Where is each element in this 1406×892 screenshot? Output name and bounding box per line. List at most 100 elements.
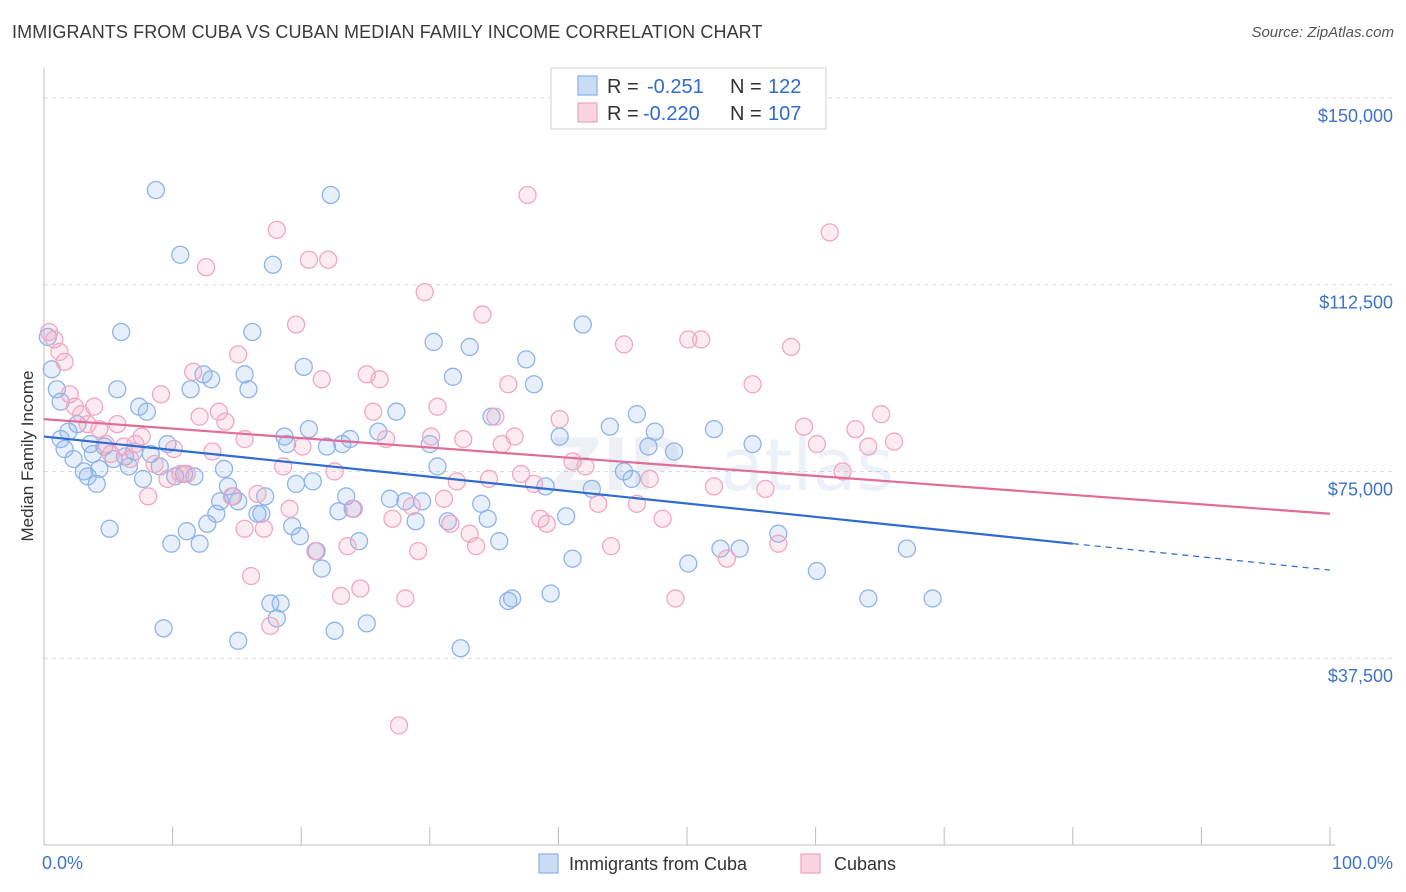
data-point bbox=[412, 492, 432, 511]
data-point bbox=[271, 594, 290, 613]
data-point bbox=[241, 566, 261, 586]
data-point bbox=[769, 534, 788, 553]
data-point bbox=[573, 315, 592, 334]
x-tick-labels: 0.0% 100.0% bbox=[42, 853, 1393, 873]
data-point bbox=[78, 414, 97, 434]
data-point bbox=[267, 609, 286, 628]
data-point bbox=[482, 407, 501, 426]
data-point bbox=[280, 499, 299, 518]
data-point bbox=[218, 477, 238, 496]
data-point bbox=[263, 255, 283, 274]
data-point bbox=[859, 437, 878, 456]
data-point bbox=[239, 380, 258, 399]
legend-r-label-cubans: R = bbox=[607, 103, 639, 125]
data-point bbox=[756, 479, 775, 499]
data-point bbox=[55, 352, 74, 372]
data-point bbox=[90, 459, 109, 479]
data-point bbox=[691, 330, 711, 349]
data-point bbox=[286, 315, 306, 334]
data-point bbox=[389, 716, 409, 735]
data-point bbox=[112, 322, 131, 342]
data-point bbox=[387, 402, 406, 421]
data-point bbox=[68, 414, 87, 434]
data-point bbox=[141, 444, 160, 464]
data-point bbox=[137, 402, 157, 421]
series-legend-swatch-cuba[interactable] bbox=[538, 853, 559, 874]
series-legend-label-cubans[interactable]: Cubans bbox=[834, 854, 896, 874]
legend-r-label-cuba: R = bbox=[607, 76, 639, 98]
data-point bbox=[317, 437, 337, 456]
data-point bbox=[421, 427, 441, 446]
data-point bbox=[704, 419, 724, 439]
data-point bbox=[380, 489, 400, 508]
data-point bbox=[349, 532, 369, 551]
data-point bbox=[730, 539, 749, 558]
data-point bbox=[923, 589, 942, 608]
y-axis-label: Median Family Income bbox=[18, 370, 37, 541]
data-point bbox=[415, 282, 434, 302]
series-points-cubans bbox=[39, 185, 904, 735]
data-point bbox=[319, 250, 338, 269]
data-point bbox=[769, 524, 788, 543]
data-point bbox=[190, 534, 209, 553]
data-point bbox=[254, 519, 274, 538]
data-point bbox=[294, 357, 313, 376]
data-point bbox=[357, 614, 376, 633]
data-point bbox=[229, 345, 248, 364]
data-point bbox=[666, 589, 685, 608]
data-point bbox=[306, 541, 325, 561]
series-points-cuba bbox=[38, 180, 942, 658]
data-point bbox=[589, 494, 608, 513]
data-point bbox=[145, 454, 164, 474]
x-tick-label-start: 0.0% bbox=[42, 853, 83, 873]
data-point bbox=[85, 397, 104, 416]
data-point bbox=[518, 185, 537, 205]
series-legend-label-cuba[interactable]: Immigrants from Cuba bbox=[569, 854, 748, 874]
data-point bbox=[162, 534, 181, 553]
data-point bbox=[203, 442, 222, 461]
data-point bbox=[743, 375, 762, 394]
data-point bbox=[424, 332, 443, 352]
data-point bbox=[340, 429, 360, 449]
trend-line-cuba bbox=[43, 435, 1073, 545]
data-point bbox=[396, 589, 415, 608]
data-point bbox=[252, 504, 271, 523]
data-point bbox=[807, 561, 827, 581]
legend-n-label-cuba: N = bbox=[730, 76, 762, 98]
data-point bbox=[441, 514, 460, 533]
data-point bbox=[563, 549, 582, 568]
data-point bbox=[351, 579, 370, 598]
data-point bbox=[402, 497, 421, 516]
legend-r-value-cubans: -0.220 bbox=[643, 103, 700, 125]
series-legend-swatch-cubans[interactable] bbox=[800, 853, 821, 874]
data-point bbox=[872, 405, 891, 424]
data-point bbox=[383, 509, 402, 528]
data-point bbox=[704, 477, 724, 496]
legend-n-label-cubans: N = bbox=[730, 103, 762, 125]
data-point bbox=[235, 365, 254, 384]
legend-n-value-cubans: 107 bbox=[768, 103, 801, 125]
data-point bbox=[126, 434, 145, 454]
data-point bbox=[622, 469, 641, 489]
data-point bbox=[202, 370, 221, 389]
data-point bbox=[897, 539, 917, 558]
y-tick-label: $112,500 bbox=[1319, 293, 1393, 313]
data-point bbox=[717, 549, 737, 568]
data-point bbox=[139, 487, 158, 506]
data-point bbox=[133, 469, 153, 489]
data-point bbox=[846, 419, 865, 439]
trend-line-extension bbox=[1072, 543, 1331, 571]
data-point bbox=[428, 457, 447, 476]
data-point bbox=[370, 370, 389, 389]
data-point bbox=[454, 429, 473, 449]
y-tick-label: $150,000 bbox=[1318, 106, 1393, 126]
data-point bbox=[286, 474, 306, 494]
legend-n-value-cuba: 122 bbox=[768, 76, 801, 98]
data-point bbox=[711, 539, 730, 558]
chart-title: IMMIGRANTS FROM CUBA VS CUBAN MEDIAN FAM… bbox=[12, 22, 763, 42]
data-point bbox=[181, 380, 200, 399]
legend-swatch-cubans bbox=[577, 102, 598, 123]
data-point bbox=[438, 512, 457, 531]
data-point bbox=[807, 434, 827, 454]
data-point bbox=[428, 397, 447, 416]
